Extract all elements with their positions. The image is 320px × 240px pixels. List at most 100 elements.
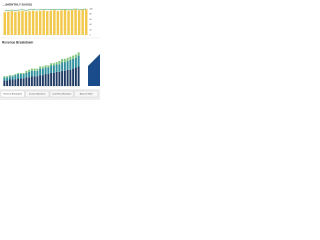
- y-tick-label: 100: [90, 8, 93, 10]
- bar: [31, 10, 35, 35]
- bar-segment: [28, 69, 31, 72]
- bar: [70, 10, 74, 35]
- bar-segment: [17, 74, 20, 79]
- tab[interactable]: [49, 90, 74, 98]
- bar: [60, 10, 63, 36]
- bar-segment: [33, 70, 36, 77]
- bar: [77, 10, 81, 36]
- bar-segment: [14, 79, 17, 86]
- bar-segment: [3, 76, 6, 78]
- y-tick-label: 80: [90, 14, 92, 16]
- bar-segment: [47, 65, 50, 68]
- bar-segment: [33, 68, 36, 71]
- tab[interactable]: [74, 90, 99, 98]
- bar-segment: [19, 72, 22, 75]
- bar-segment: [6, 77, 9, 81]
- bar: [14, 11, 17, 35]
- bar-segment: [61, 58, 64, 63]
- bar-segment: [11, 79, 14, 86]
- bar-segment: [72, 68, 75, 86]
- bar-segment: [52, 65, 55, 73]
- bar-segment: [58, 61, 61, 65]
- y-tick-label: 20: [90, 29, 92, 31]
- header-title: ... (MONTHLY BASIS): [2, 2, 32, 6]
- bar-segment: [74, 67, 77, 86]
- bar-segment: [39, 66, 42, 69]
- bar-segment: [3, 77, 6, 81]
- bar-segment: [61, 70, 64, 86]
- bar: [24, 11, 28, 36]
- bar: [17, 11, 21, 35]
- bar: [67, 10, 70, 35]
- bar: [21, 10, 24, 35]
- bar: [49, 10, 53, 35]
- bar-segment: [77, 52, 80, 56]
- bar-segment: [69, 59, 72, 70]
- bar-segment: [77, 66, 80, 86]
- bar-segment: [63, 58, 66, 63]
- bar-segment: [19, 78, 22, 86]
- bar-segment: [11, 76, 14, 80]
- bar: [7, 11, 10, 36]
- bar-segment: [28, 71, 31, 78]
- bar-segment: [44, 74, 47, 86]
- bar-segment: [69, 56, 72, 60]
- bar-segment: [44, 65, 47, 68]
- bar-segment: [33, 76, 36, 86]
- bar-segment: [30, 76, 33, 86]
- bar-segment: [58, 64, 61, 72]
- bar-segment: [44, 67, 47, 75]
- bar: [10, 11, 14, 35]
- bar-segment: [6, 80, 9, 86]
- bar-segment: [25, 77, 28, 86]
- bar-segment: [66, 57, 69, 62]
- bar: [28, 11, 31, 35]
- bar-segment: [55, 62, 58, 65]
- bar-segment: [52, 72, 55, 86]
- bar-segment: [66, 69, 69, 86]
- bar-segment: [74, 54, 77, 58]
- bar-segment: [52, 63, 55, 66]
- bar-segment: [58, 71, 61, 86]
- bar-segment: [41, 66, 44, 69]
- bar-segment: [47, 74, 50, 86]
- bar-segment: [30, 70, 33, 77]
- bar-segment: [50, 65, 53, 73]
- y-tick-label: 0: [90, 34, 91, 36]
- bar-segment: [8, 76, 11, 80]
- bar: [56, 10, 60, 35]
- bar-segment: [14, 75, 17, 80]
- bar: [3, 12, 7, 36]
- bar-segment: [50, 63, 53, 66]
- bar-segment: [11, 75, 14, 77]
- tab-label[interactable]: Revenue Breakdown: [3, 94, 22, 96]
- bar-segment: [36, 68, 39, 71]
- tab-label[interactable]: Cash Flow Statement: [52, 93, 72, 96]
- bar: [74, 9, 77, 35]
- bar-segment: [3, 80, 6, 86]
- bar: [84, 9, 88, 35]
- bar-segment: [8, 75, 11, 77]
- bar-segment: [39, 75, 42, 86]
- tab[interactable]: [0, 90, 25, 98]
- bar-segment: [17, 78, 20, 86]
- bar-segment: [36, 70, 39, 77]
- tab[interactable]: [25, 90, 50, 98]
- bar: [46, 11, 49, 35]
- bar-segment: [63, 62, 66, 71]
- bar: [63, 9, 67, 36]
- bar-segment: [55, 64, 58, 72]
- bar-segment: [77, 55, 80, 67]
- bar-segment: [66, 61, 69, 70]
- tab-label[interactable]: Balance Sheet: [80, 93, 93, 96]
- tab-label[interactable]: Income Statement: [29, 93, 46, 96]
- bar-segment: [19, 74, 22, 79]
- bar: [81, 9, 84, 36]
- bar-segment: [36, 76, 39, 86]
- bar-segment: [14, 74, 17, 76]
- bar: [35, 11, 38, 35]
- bar-segment: [8, 79, 11, 86]
- line: [4, 8, 87, 12]
- bar-segment: [74, 57, 77, 68]
- side-panel: [88, 54, 100, 86]
